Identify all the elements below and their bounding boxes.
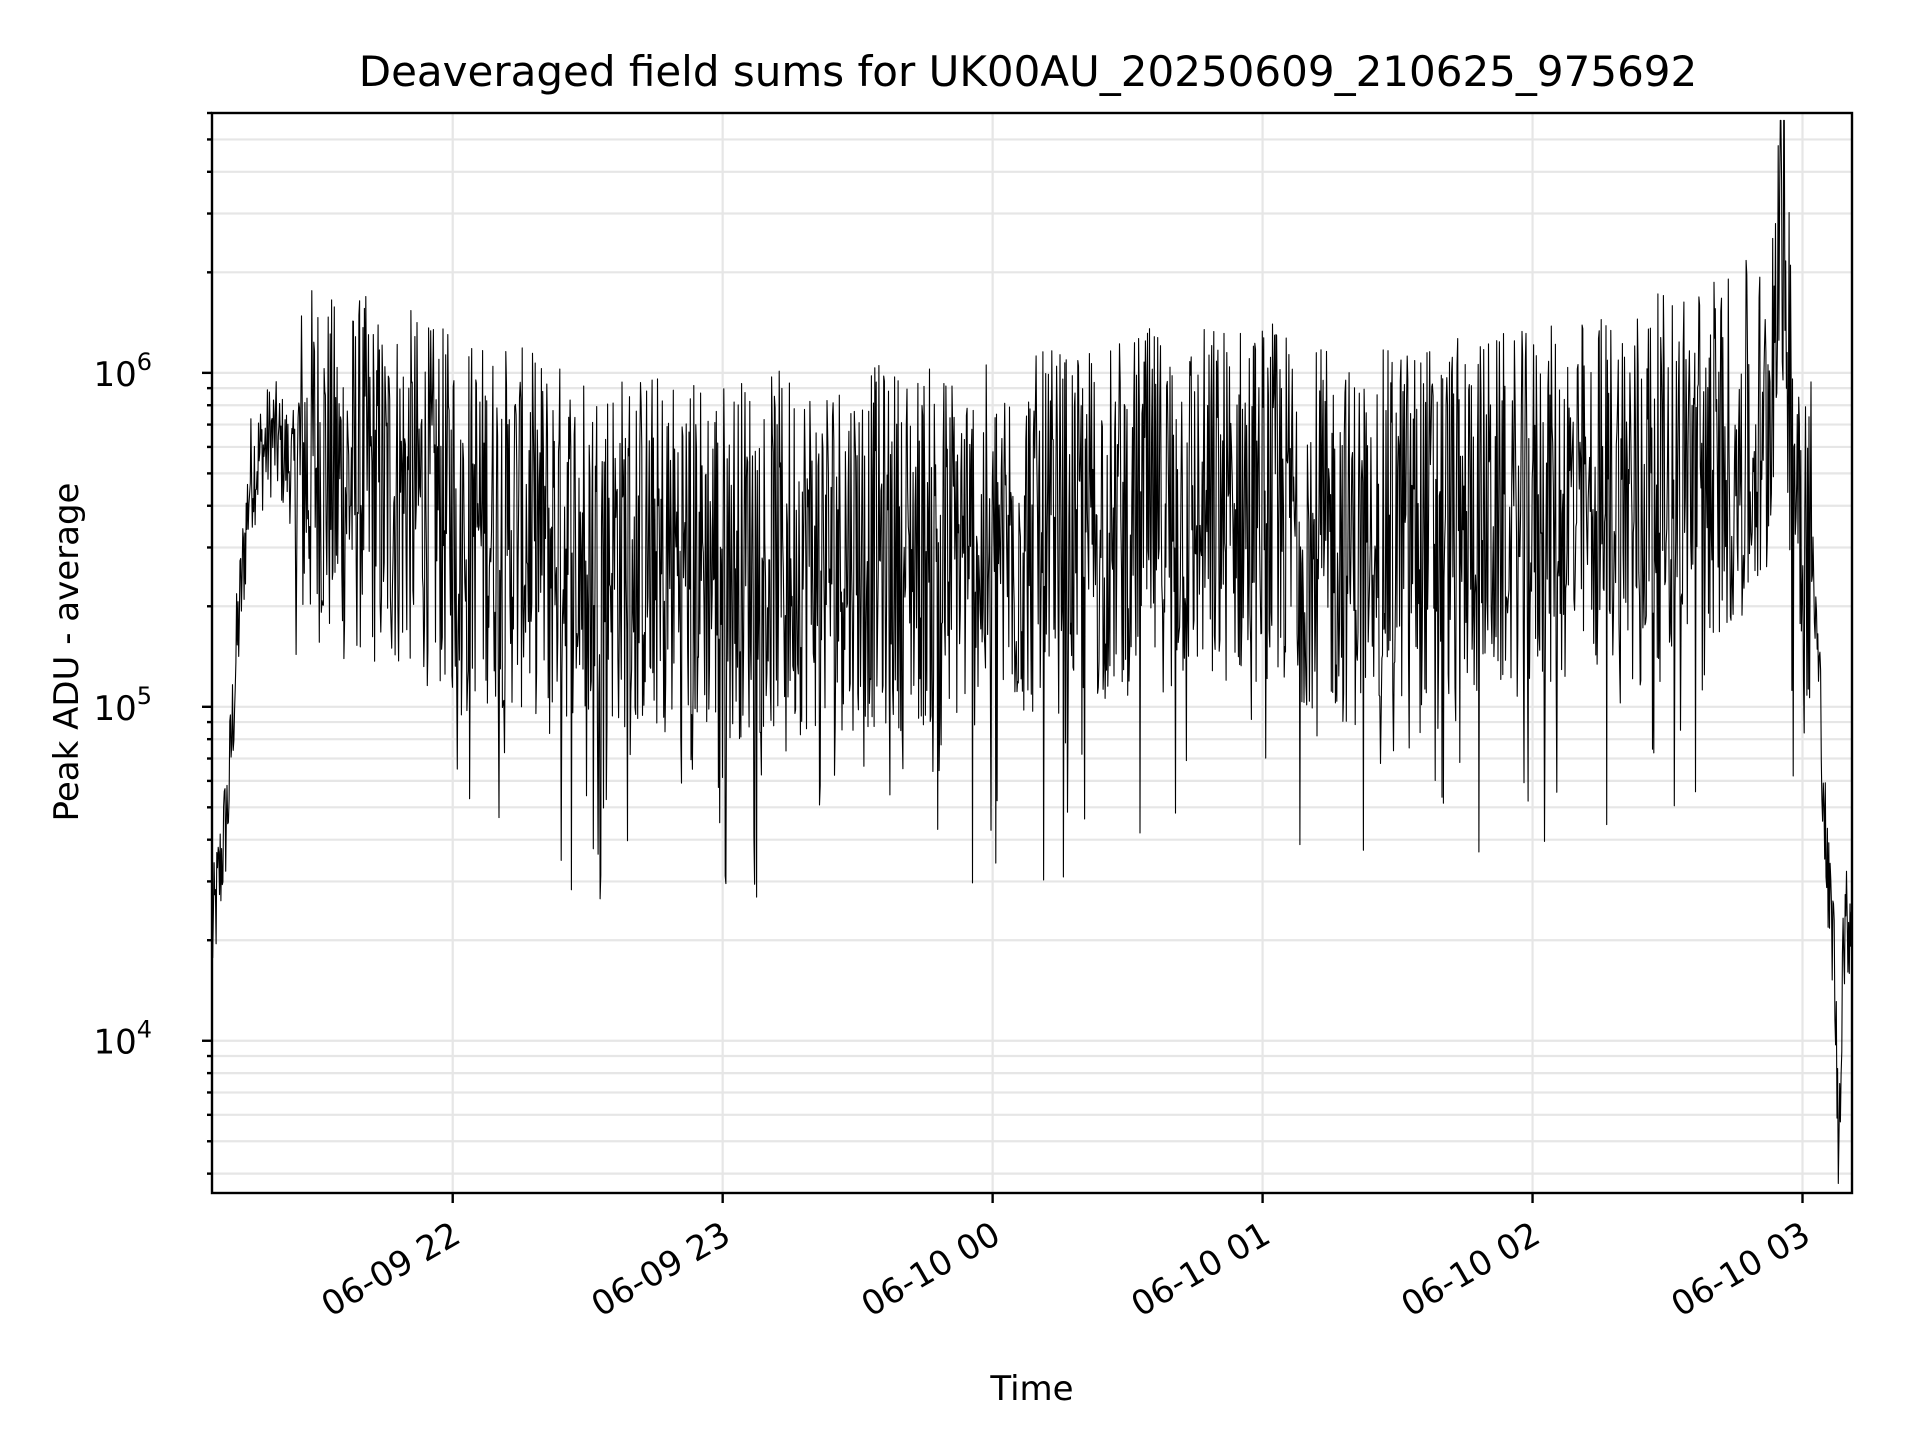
- y-axis-label: Peak ADU - average: [47, 483, 87, 822]
- y-tick-label-exponent: 4: [137, 1016, 152, 1044]
- plot-frame: [210, 111, 1854, 1195]
- y-tick-label: 105: [93, 682, 152, 729]
- y-tick-label-exponent: 6: [137, 348, 152, 376]
- y-tick-label: 106: [93, 348, 152, 395]
- series-line: [211, 119, 1853, 1185]
- x-axis-label: Time: [989, 1369, 1073, 1409]
- y-tick-label-exponent: 5: [137, 682, 152, 710]
- y-tick-label-base: 10: [93, 689, 136, 729]
- y-tick-label-base: 10: [93, 1023, 136, 1063]
- y-tick-label: 104: [93, 1016, 152, 1063]
- y-tick-label-base: 10: [93, 355, 136, 395]
- chart-title: Deaveraged field sums for UK00AU_2025060…: [359, 47, 1697, 96]
